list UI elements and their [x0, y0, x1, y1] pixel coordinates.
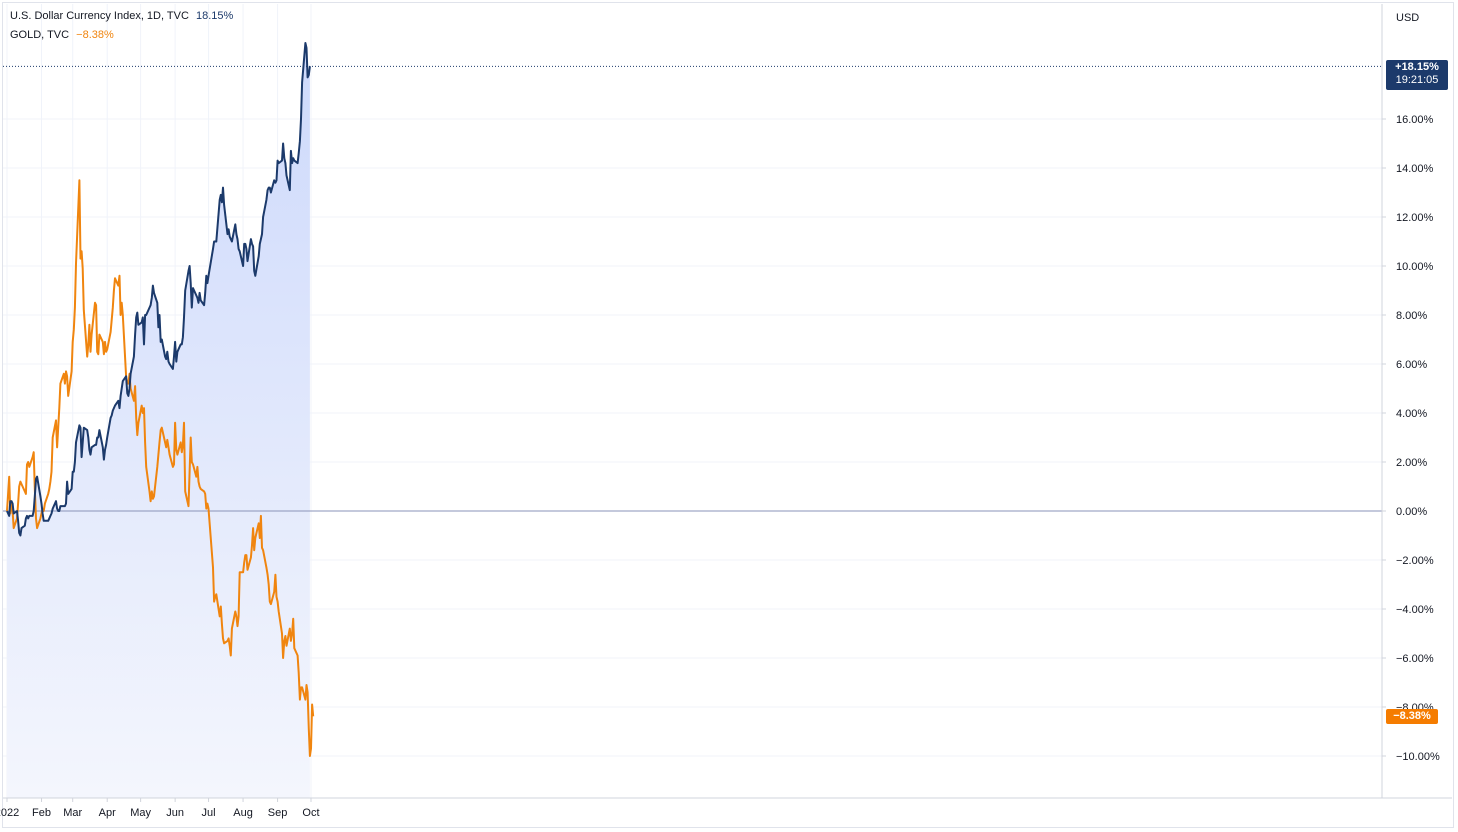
dxy-price-tag: +18.15% 19:21:05	[1386, 60, 1448, 90]
y-tick-label: 14.00%	[1396, 163, 1434, 175]
x-tick-label: Feb	[32, 807, 51, 819]
y-tick-label: 0.00%	[1396, 506, 1427, 518]
legend-dxy-name: U.S. Dollar Currency Index, 1D, TVC	[10, 10, 189, 22]
x-tick-label: 2022	[0, 807, 19, 819]
y-tick-label: −4.00%	[1396, 604, 1434, 616]
x-tick-label: Jul	[202, 807, 216, 819]
x-tick-label: May	[130, 807, 151, 819]
dxy-series-line[interactable]	[6, 42, 311, 537]
y-tick-label: 2.00%	[1396, 457, 1427, 469]
y-tick-label: 10.00%	[1396, 261, 1434, 273]
y-tick-label: −10.00%	[1396, 751, 1440, 763]
dxy-tag-value: +18.15%	[1395, 61, 1439, 73]
dxy-tag-time: 19:21:05	[1395, 74, 1439, 86]
legend-dxy-value: 18.15%	[195, 10, 234, 22]
gold-price-tag: −8.38%	[1386, 709, 1438, 724]
x-tick-label: Sep	[268, 807, 288, 819]
y-tick-label: 6.00%	[1396, 359, 1427, 371]
y-tick-label: 16.00%	[1396, 114, 1434, 126]
legend-gold-value: −8.38%	[76, 29, 114, 41]
legend-gold-name: GOLD, TVC	[10, 29, 70, 41]
currency-label: USD	[1396, 12, 1419, 24]
y-tick-label: 8.00%	[1396, 310, 1427, 322]
x-tick-label: Jun	[166, 807, 184, 819]
y-tick-label: 12.00%	[1396, 212, 1434, 224]
legend-dxy[interactable]: U.S. Dollar Currency Index, 1D, TVC 18.1…	[10, 10, 233, 22]
y-tick-label: −2.00%	[1396, 555, 1434, 567]
x-tick-label: Aug	[233, 807, 253, 819]
legend-gold[interactable]: GOLD, TVC −8.38%	[10, 29, 114, 41]
dxy-area-fill	[7, 43, 310, 798]
x-tick-label: Oct	[302, 807, 319, 819]
y-tick-label: −6.00%	[1396, 653, 1434, 665]
x-tick-label: Apr	[99, 807, 116, 819]
gold-series-line[interactable]	[6, 179, 315, 757]
x-tick-label: Mar	[63, 807, 82, 819]
y-tick-label: 4.00%	[1396, 408, 1427, 420]
